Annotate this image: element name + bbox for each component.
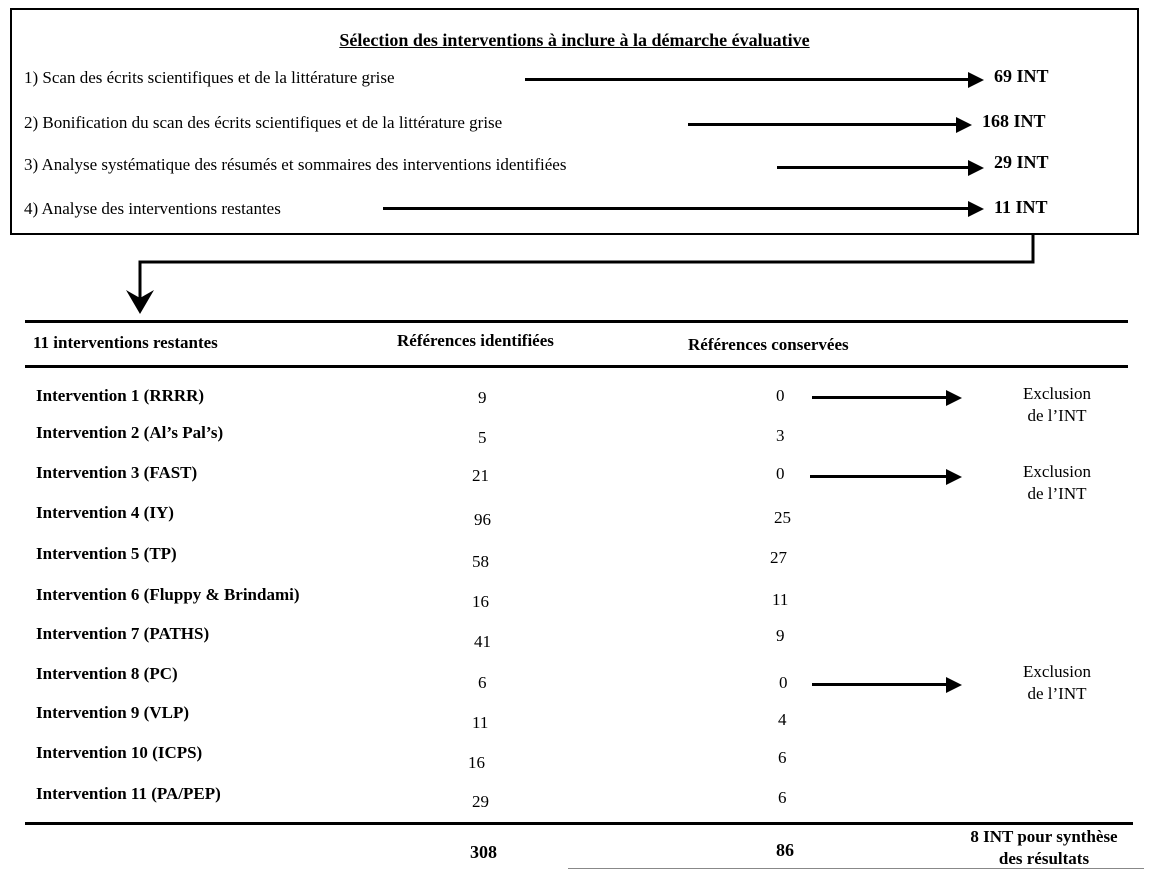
row-2-identified: 5 xyxy=(478,428,487,447)
step-3-count: 29 INT xyxy=(994,152,1049,172)
step-4-label: 4) Analyse des interventions restantes xyxy=(24,199,281,218)
row-5-identified: 58 xyxy=(472,552,489,571)
row-6-identified: 16 xyxy=(472,592,489,611)
step-2-label: 2) Bonification du scan des écrits scien… xyxy=(24,113,503,132)
step-2-arrowhead xyxy=(956,117,972,133)
exclusion-2-label: Exclusion de l’INT xyxy=(1023,462,1091,503)
header-identified: Références identifiées xyxy=(397,331,554,350)
exclusion-3-arrow xyxy=(812,683,948,686)
row-3-kept: 0 xyxy=(776,464,785,483)
row-9-identified: 11 xyxy=(472,713,489,732)
row-1-identified: 9 xyxy=(478,388,487,407)
connector-arrow xyxy=(126,235,1035,314)
row-8-kept: 0 xyxy=(779,673,788,692)
exclusion-3-label: Exclusion de l’INT xyxy=(1023,662,1091,703)
selection-box: Sélection des interventions à inclure à … xyxy=(10,8,1139,235)
step-3-arrow xyxy=(777,166,970,169)
table-bottom-rule xyxy=(25,822,1133,825)
row-11-kept: 6 xyxy=(778,788,787,807)
exclusion-2-arrowhead xyxy=(946,469,962,485)
total-identified: 308 xyxy=(470,842,497,862)
step-3-label: 3) Analyse systématique des résumés et s… xyxy=(24,155,567,174)
row-5-label: Intervention 5 (TP) xyxy=(36,544,177,563)
row-1-kept: 0 xyxy=(776,386,785,405)
step-2-arrow xyxy=(688,123,958,126)
row-4-kept: 25 xyxy=(774,508,791,527)
row-3-identified: 21 xyxy=(472,466,489,485)
step-1-arrow xyxy=(525,78,970,81)
step-4-count: 11 INT xyxy=(994,197,1048,217)
row-2-kept: 3 xyxy=(776,426,785,445)
row-7-kept: 9 xyxy=(776,626,785,645)
exclusion-3-arrowhead xyxy=(946,677,962,693)
row-5-kept: 27 xyxy=(770,548,787,567)
table-foot-rule xyxy=(568,868,1144,869)
step-1-arrowhead xyxy=(968,72,984,88)
row-7-label: Intervention 7 (PATHS) xyxy=(36,624,210,643)
step-2-count: 168 INT xyxy=(982,111,1046,131)
row-11-identified: 29 xyxy=(472,792,489,811)
row-4-identified: 96 xyxy=(474,510,491,529)
exclusion-1-label: Exclusion de l’INT xyxy=(1023,384,1091,425)
row-9-label: Intervention 9 (VLP) xyxy=(36,703,189,722)
header-interventions: 11 interventions restantes xyxy=(33,333,218,352)
final-result: 8 INT pour synthèse des résultats xyxy=(970,827,1118,868)
row-8-label: Intervention 8 (PC) xyxy=(36,664,178,683)
header-kept: Références conservées xyxy=(688,335,849,354)
step-1-count: 69 INT xyxy=(994,66,1049,86)
row-6-kept: 11 xyxy=(772,590,789,609)
exclusion-2-arrow xyxy=(810,475,948,478)
step-1-label: 1) Scan des écrits scientifiques et de l… xyxy=(24,68,395,87)
table-header-rule xyxy=(25,365,1128,368)
row-7-identified: 41 xyxy=(474,632,491,651)
row-8-identified: 6 xyxy=(478,673,487,692)
step-3-arrowhead xyxy=(968,160,984,176)
row-2-label: Intervention 2 (Al’s Pal’s) xyxy=(36,423,224,442)
row-3-label: Intervention 3 (FAST) xyxy=(36,463,198,482)
row-1-label: Intervention 1 (RRRR) xyxy=(36,386,205,405)
row-4-label: Intervention 4 (IY) xyxy=(36,503,174,522)
row-10-label: Intervention 10 (ICPS) xyxy=(36,743,203,762)
step-4-arrow xyxy=(383,207,970,210)
row-10-kept: 6 xyxy=(778,748,787,767)
row-9-kept: 4 xyxy=(778,710,787,729)
row-11-label: Intervention 11 (PA/PEP) xyxy=(36,784,221,803)
total-kept: 86 xyxy=(776,840,794,860)
row-10-identified: 16 xyxy=(468,753,485,772)
step-4-arrowhead xyxy=(968,201,984,217)
exclusion-1-arrowhead xyxy=(946,390,962,406)
exclusion-1-arrow xyxy=(812,396,948,399)
selection-title: Sélection des interventions à inclure à … xyxy=(339,30,810,50)
row-6-label: Intervention 6 (Fluppy & Brindami) xyxy=(36,585,300,604)
table-top-rule xyxy=(25,320,1128,323)
